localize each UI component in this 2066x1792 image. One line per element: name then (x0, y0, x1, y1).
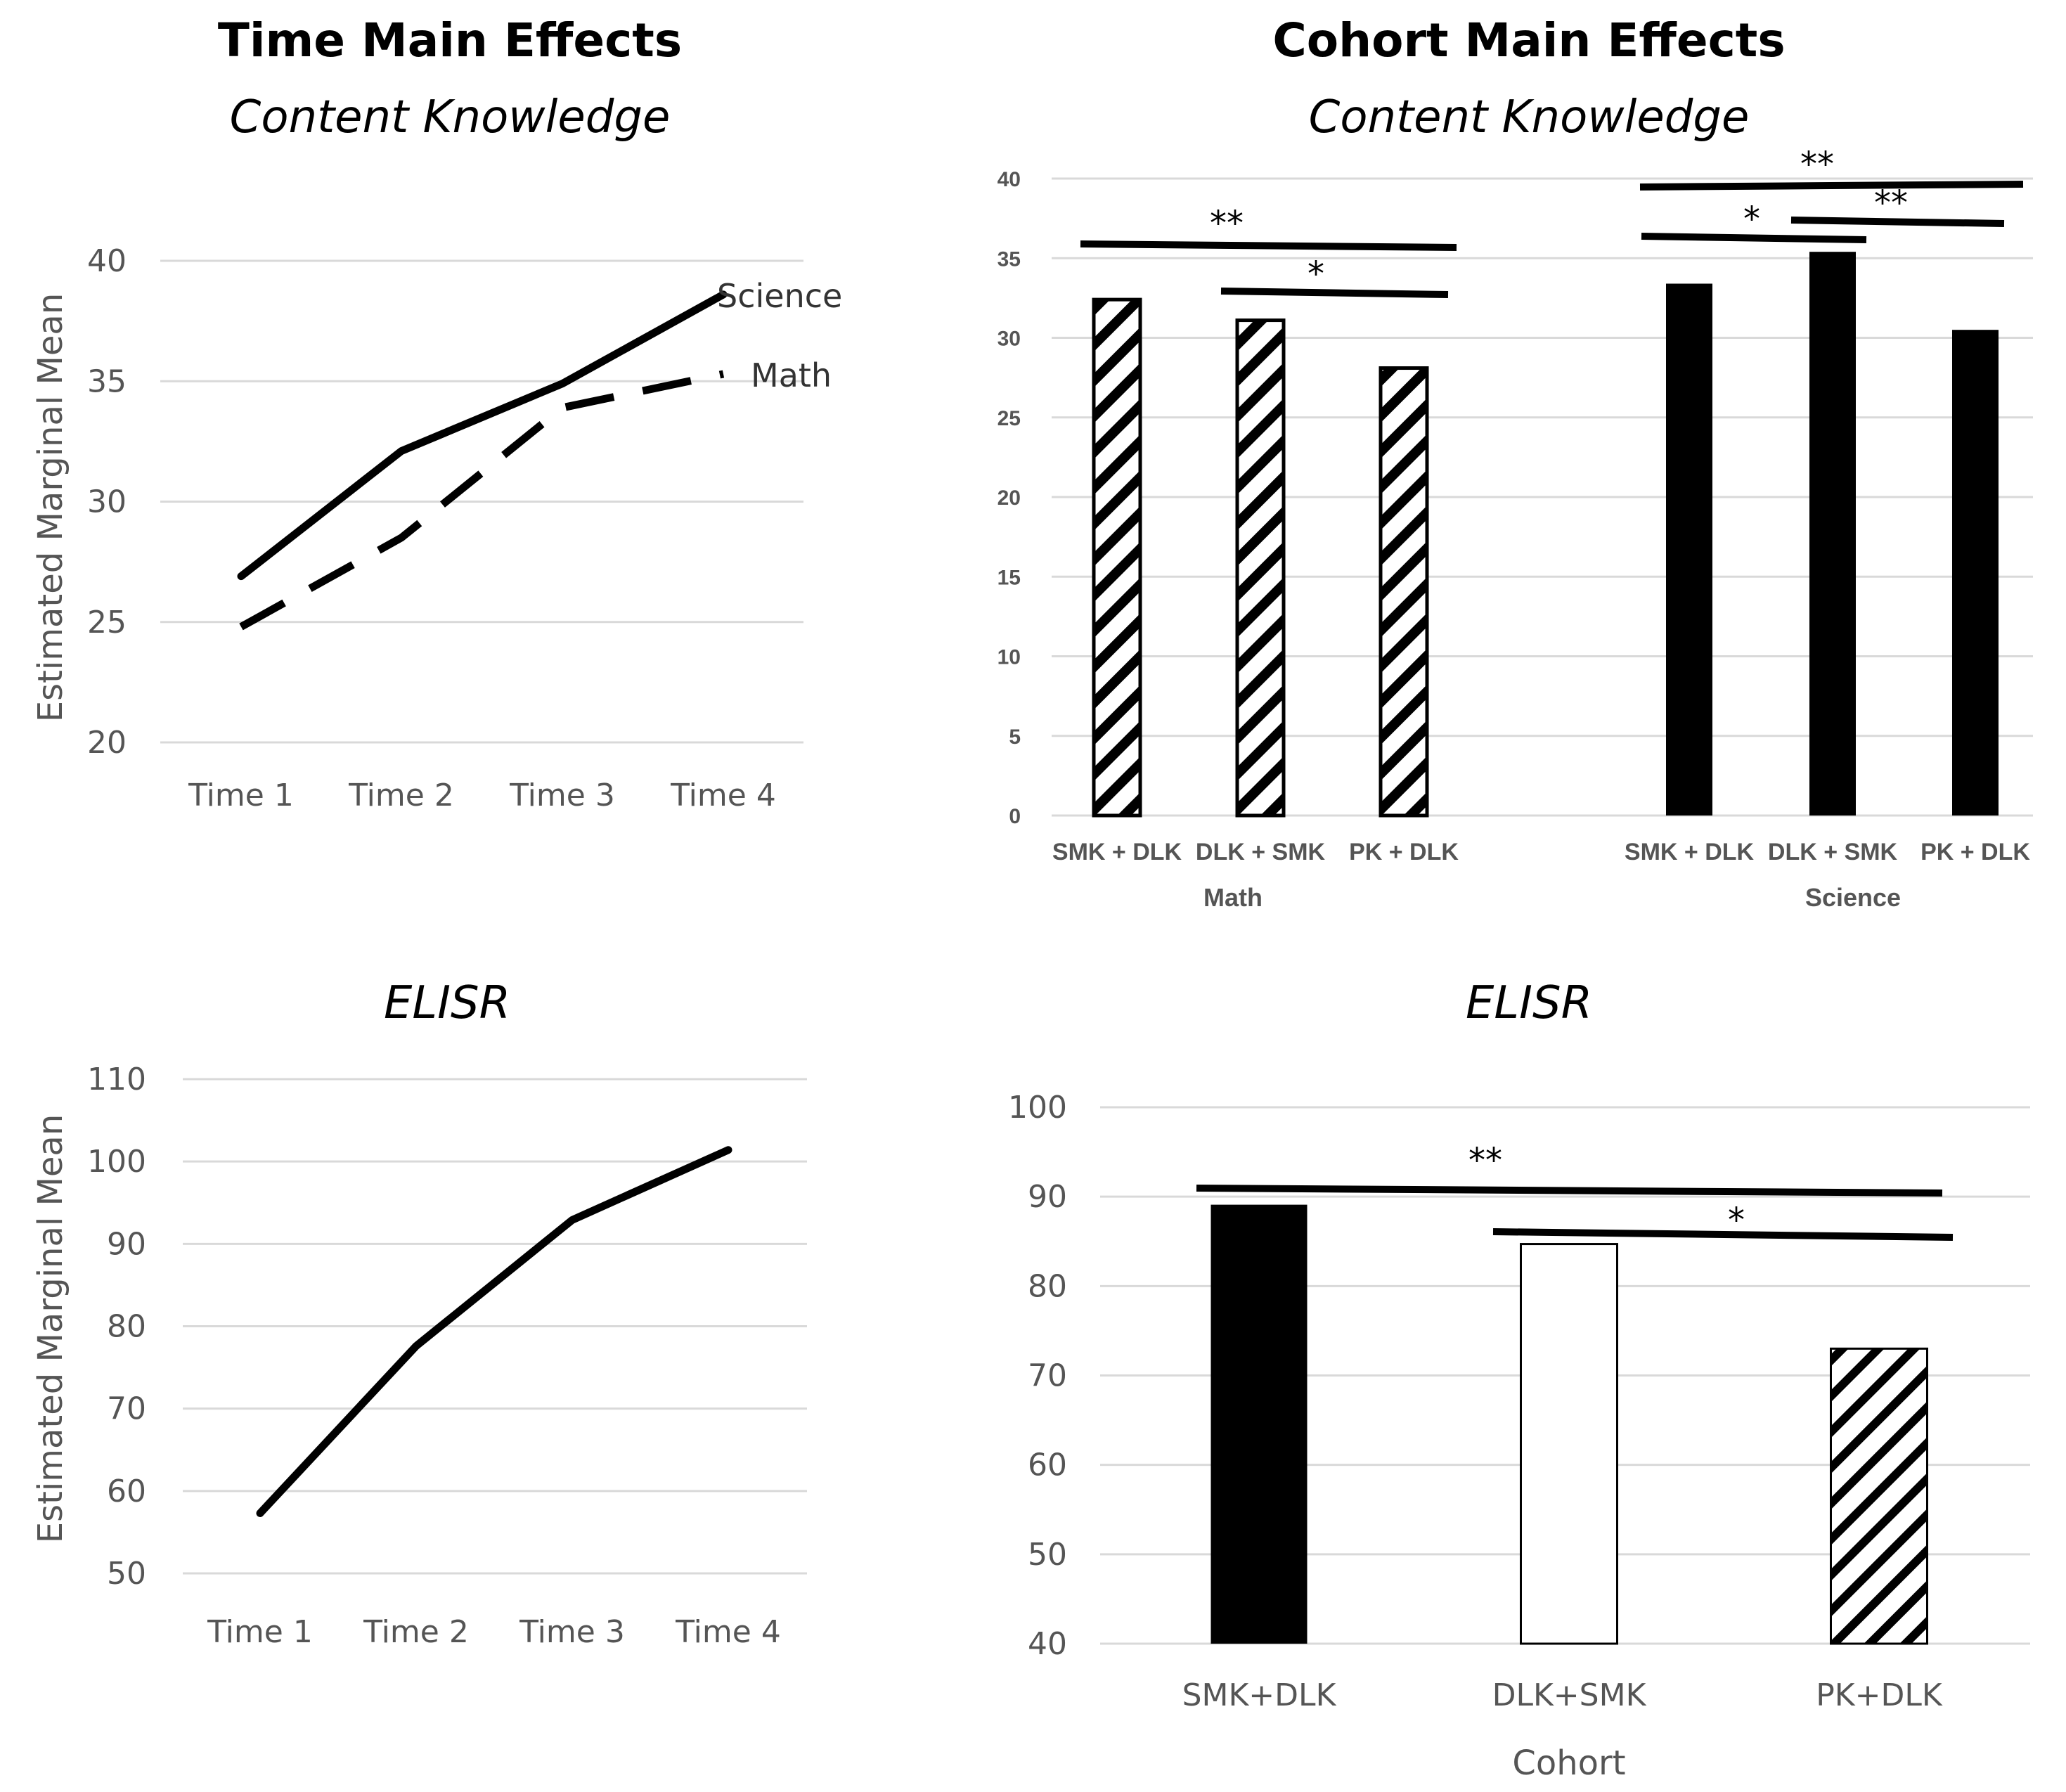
y-tick-label: 5 (1009, 726, 1021, 749)
bar (1830, 1347, 1928, 1645)
y-tick-label: 10 (998, 646, 1021, 669)
x-tick-label: Time 4 (670, 778, 776, 813)
y-tick-label: 20 (998, 486, 1021, 510)
y-tick-label: 80 (1028, 1268, 1067, 1304)
right-header: Cohort Main Effects (1272, 13, 1785, 67)
significance-bar (1080, 240, 1457, 251)
data-point (562, 407, 563, 408)
y-tick-label: 100 (87, 1144, 146, 1180)
y-tick-label: 25 (998, 407, 1021, 430)
bar-math (1235, 318, 1286, 818)
y-tick-label: 35 (998, 247, 1021, 271)
significance-bar (1492, 1228, 1954, 1241)
series-line-science (237, 290, 728, 581)
x-tick-label: DLK + SMK (1196, 839, 1326, 865)
y-tick-label: 50 (107, 1556, 146, 1592)
y-tick-label: 15 (998, 566, 1021, 589)
significance-label: ** (1874, 183, 1908, 223)
x-tick-label: PK + DLK (1920, 839, 2030, 865)
x-tick-label: PK+DLK (1816, 1677, 1943, 1713)
y-tick-label: 40 (87, 243, 127, 279)
x-tick-label: SMK + DLK (1052, 839, 1182, 865)
x-tick-label: SMK+DLK (1182, 1677, 1337, 1713)
bar-math (1092, 297, 1142, 818)
bar-science (1809, 252, 1856, 816)
y-tick-label: 60 (1028, 1448, 1067, 1483)
y-tick-label: 90 (1028, 1179, 1067, 1215)
chart-title: ELISR (384, 977, 510, 1029)
y-tick-label: 25 (87, 605, 127, 640)
significance-label: * (1743, 200, 1760, 239)
x-tick-label: DLK + SMK (1768, 839, 1898, 865)
x-tick-label: Time 2 (363, 1614, 469, 1650)
significance-label: * (1728, 1201, 1745, 1240)
x-tick-label: Time 2 (348, 778, 454, 813)
y-tick-label: 70 (107, 1391, 146, 1427)
significance-label: ** (1800, 145, 1834, 184)
time-content-knowledge-chart: Content Knowledge Estimated Marginal Mea… (31, 91, 842, 813)
x-tick-label: DLK+SMK (1492, 1677, 1647, 1713)
significance-bar (1220, 288, 1449, 298)
x-tick-label: PK + DLK (1349, 839, 1459, 865)
series-label: Math (751, 356, 832, 394)
x-tick-label: Time 4 (675, 1614, 781, 1650)
x-tick-label: SMK + DLK (1625, 839, 1755, 865)
group-label-science: Science (1805, 883, 1901, 912)
x-tick-label: Time 1 (207, 1614, 313, 1650)
series-line (256, 1146, 732, 1517)
bar-science (1952, 330, 1999, 816)
x-tick-label: Time 1 (188, 778, 294, 813)
time-elisr-chart: ELISR Estimated Marginal Mean 50 60 70 80 90… (31, 977, 807, 1650)
y-tick-label: 35 (87, 363, 127, 399)
left-header: Time Main Effects (218, 13, 682, 67)
y-axis-title: Estimated Marginal Mean (31, 1114, 70, 1543)
y-tick-label: 50 (1028, 1537, 1067, 1573)
y-tick-label: 20 (87, 725, 127, 761)
x-axis-title: Cohort (1512, 1743, 1625, 1783)
cohort-content-knowledge-chart: Content Knowledge Math Science 0 5 10 15 20 2… (998, 91, 2033, 912)
significance-bar (1641, 233, 1867, 243)
significance-label: * (1308, 254, 1324, 294)
y-tick-label: 100 (1008, 1090, 1067, 1126)
y-tick-label: 70 (1028, 1358, 1067, 1394)
chart-title: ELISR (1466, 977, 1592, 1029)
y-tick-label: 40 (1028, 1626, 1067, 1662)
y-tick-label: 40 (998, 168, 1021, 191)
y-tick-label: 110 (87, 1062, 146, 1097)
y-tick-label: 80 (107, 1309, 146, 1345)
significance-bar (1196, 1185, 1943, 1197)
significance-bar (1639, 181, 2024, 191)
bar (1520, 1243, 1618, 1645)
y-tick-label: 30 (87, 484, 127, 520)
bar-math (1379, 366, 1429, 818)
significance-label: ** (1468, 1141, 1502, 1180)
chart-title: Content Knowledge (230, 91, 671, 143)
group-label-math: Math (1203, 883, 1263, 912)
chart-title: Content Knowledge (1309, 91, 1750, 143)
cohort-elisr-chart: ELISR Cohort 40 50 60 70 80 90 100 SMK+DLK DLK+S… (1008, 977, 2030, 1783)
series-line-math (239, 370, 725, 631)
y-tick-label: 60 (107, 1474, 146, 1509)
series-label: Science (717, 277, 842, 315)
y-axis-title: Estimated Marginal Mean (31, 293, 70, 722)
y-tick-label: 30 (998, 328, 1021, 351)
bar (1210, 1204, 1308, 1644)
x-tick-label: Time 3 (509, 778, 615, 813)
x-tick-label: Time 3 (519, 1614, 625, 1650)
y-tick-label: 0 (1009, 805, 1021, 828)
y-tick-label: 90 (107, 1226, 146, 1262)
significance-label: ** (1210, 204, 1244, 243)
bar-science (1666, 283, 1712, 816)
significance-bar (1790, 217, 2005, 227)
